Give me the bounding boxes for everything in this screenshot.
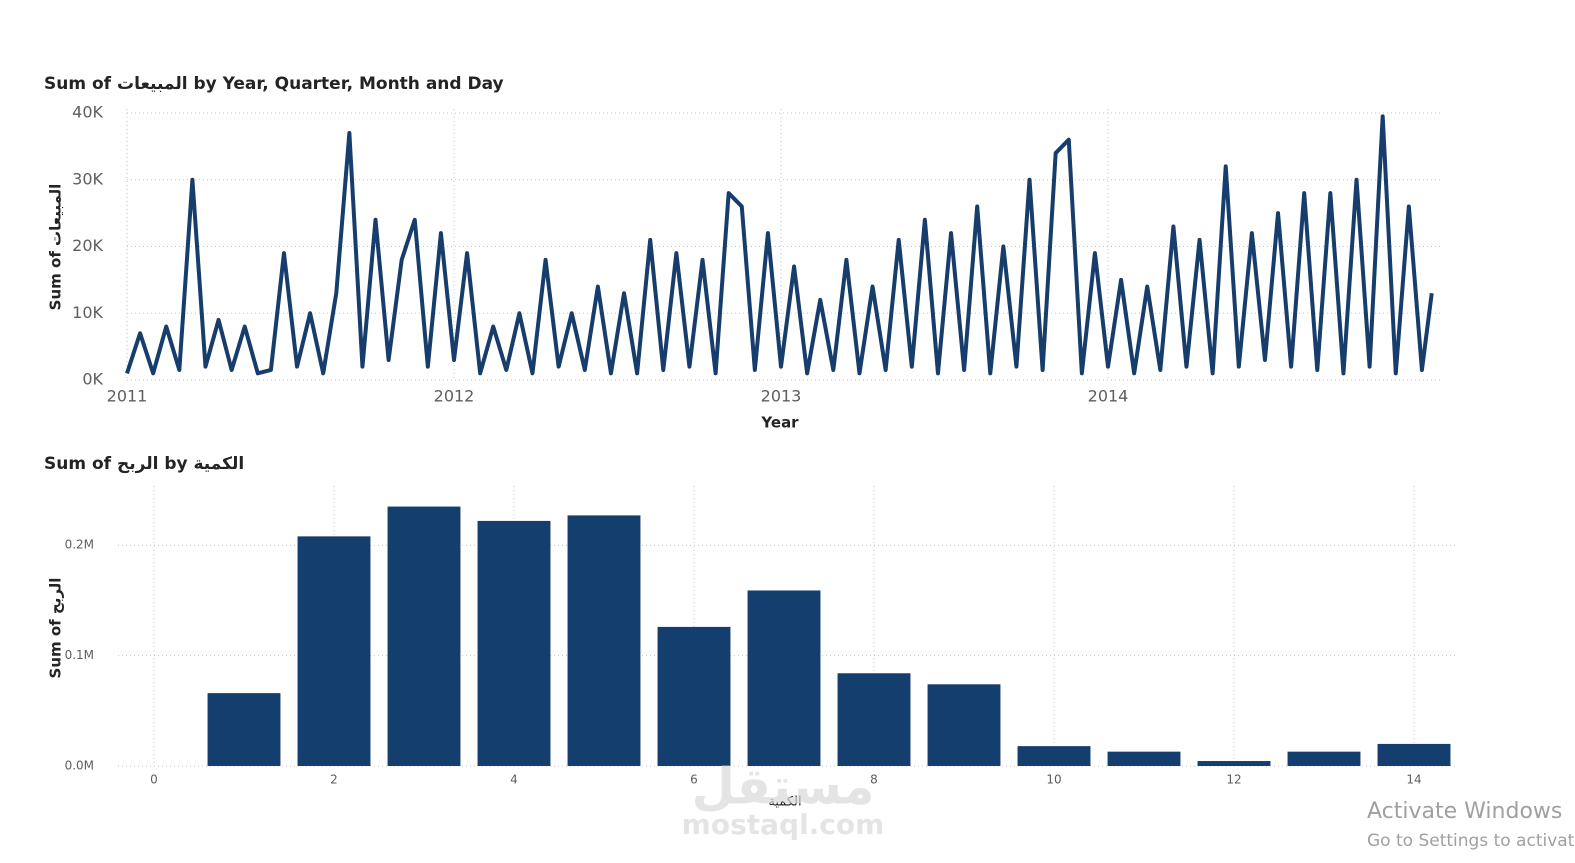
y-axis-label: Sum of المبيعات xyxy=(47,184,65,311)
x-tick-label: 4 xyxy=(510,773,518,787)
bar xyxy=(1107,751,1181,766)
x-tick-label: 2011 xyxy=(107,387,148,406)
x-tick-label: 14 xyxy=(1406,773,1421,787)
watermark: mostaql.com xyxy=(682,808,885,841)
bar xyxy=(297,536,371,766)
bar xyxy=(747,590,821,766)
bar xyxy=(1377,743,1451,766)
line-series xyxy=(125,114,1434,376)
bar xyxy=(567,515,641,766)
x-tick-label: 2014 xyxy=(1088,387,1129,406)
bar xyxy=(1017,746,1091,766)
bar xyxy=(207,693,281,766)
watermark: مستقل xyxy=(692,758,875,816)
chart-title: Sum of المبيعات by Year, Quarter, Month … xyxy=(44,74,504,94)
bar xyxy=(927,684,1001,766)
x-tick-label: 8 xyxy=(870,773,878,787)
chart-title: Sum of الربح by الكمية xyxy=(44,454,244,474)
y-tick-label: 20K xyxy=(72,236,103,255)
activation-title: Activate Windows xyxy=(1367,799,1562,824)
x-axis-label: الكمية xyxy=(768,795,801,810)
x-tick-label: 0 xyxy=(150,773,158,787)
y-tick-label: 0.1M xyxy=(65,648,94,662)
x-tick-label: 10 xyxy=(1046,773,1061,787)
bar xyxy=(387,506,461,766)
y-tick-label: 10K xyxy=(72,303,103,322)
bar xyxy=(1287,751,1361,766)
y-tick-label: 0K xyxy=(82,370,103,389)
x-tick-label: 12 xyxy=(1226,773,1241,787)
x-tick-label: 6 xyxy=(690,773,698,787)
x-axis-label: Year xyxy=(760,414,799,432)
bar xyxy=(837,673,911,766)
activation-subtitle: Go to Settings to activate xyxy=(1367,831,1575,851)
x-tick-label: 2 xyxy=(330,773,338,787)
y-tick-label: 40K xyxy=(72,103,103,122)
y-tick-label: 30K xyxy=(72,169,103,188)
y-tick-label: 0.2M xyxy=(65,538,94,552)
y-tick-label: 0.0M xyxy=(65,759,94,773)
bar xyxy=(657,626,731,766)
x-tick-label: 2013 xyxy=(761,387,802,406)
bar xyxy=(477,520,551,766)
x-tick-label: 2012 xyxy=(434,387,475,406)
y-axis-label: Sum of الربح xyxy=(47,578,65,679)
bar xyxy=(1197,761,1271,766)
